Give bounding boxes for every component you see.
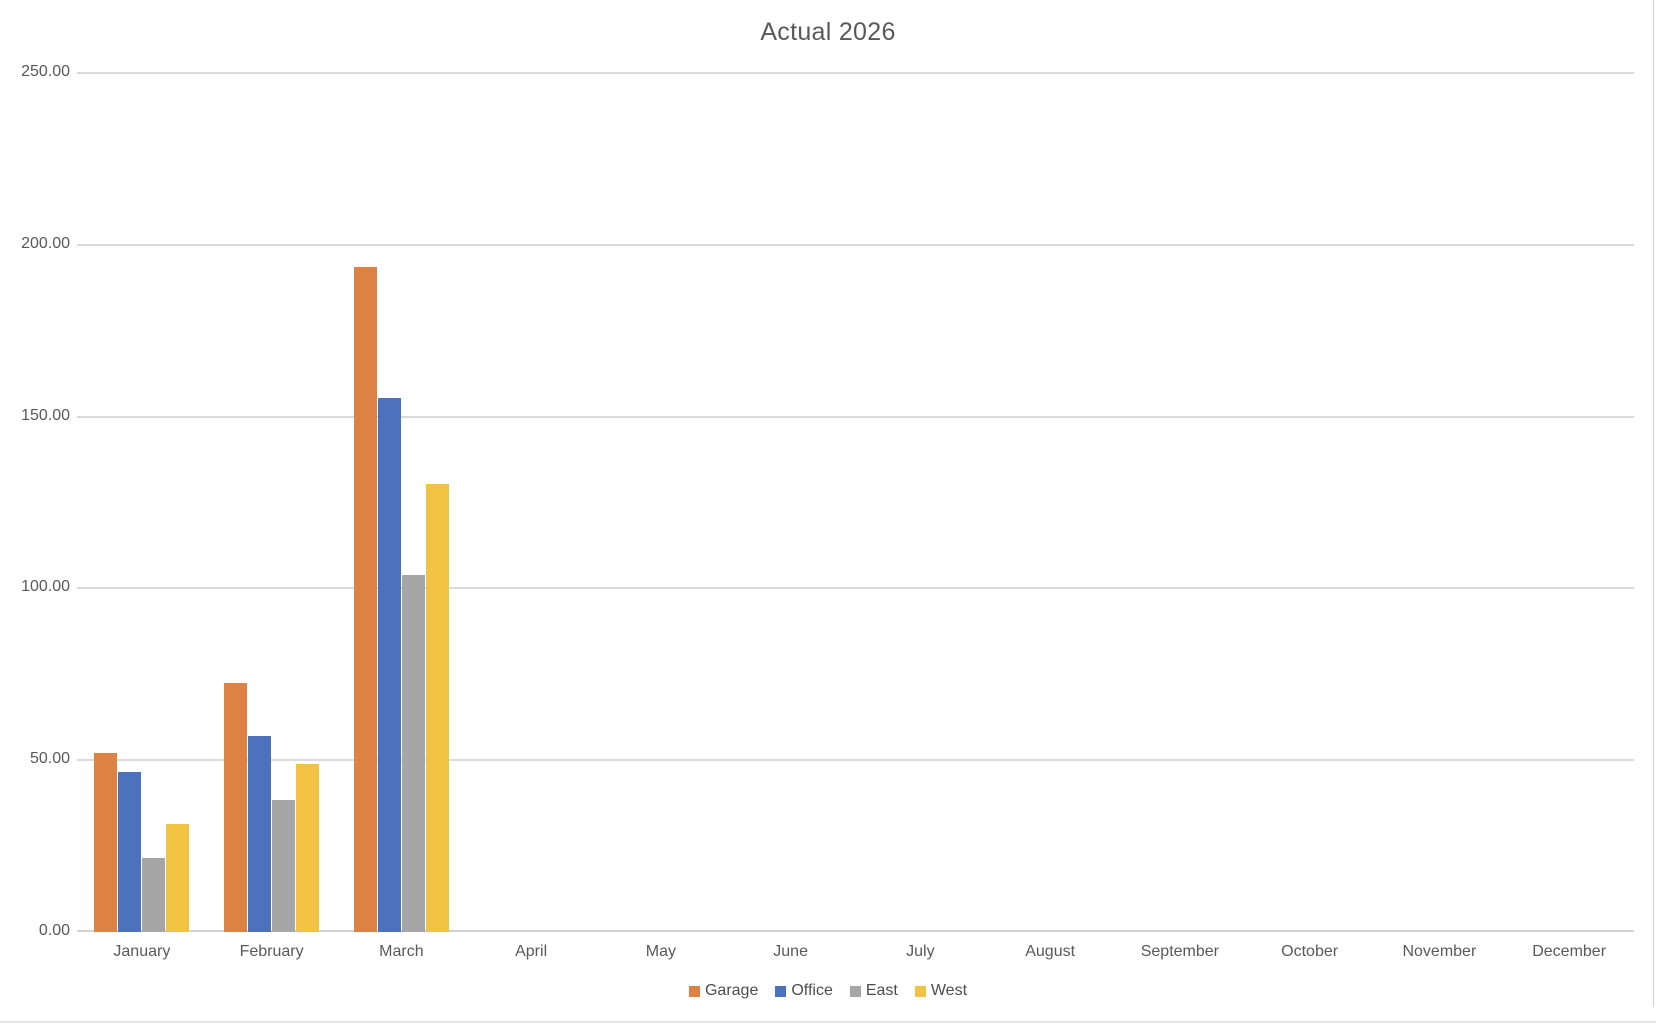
x-axis-label: May <box>645 943 676 960</box>
bar-office-february[interactable] <box>248 736 272 932</box>
x-axis-label: June <box>773 943 808 960</box>
chart-bottom-border-line <box>0 1021 1656 1023</box>
bar-west-february[interactable] <box>296 763 320 932</box>
bar-garage-january[interactable] <box>94 753 118 932</box>
x-axis-label: March <box>379 943 424 960</box>
y-axis-label: 50.00 <box>29 750 70 768</box>
legend-label: Office <box>791 982 833 999</box>
bar-east-march[interactable] <box>401 574 425 932</box>
legend-item-west[interactable]: West <box>914 982 968 1000</box>
gridline <box>77 759 1634 762</box>
y-axis-label: 150.00 <box>21 406 70 424</box>
legend-swatch-icon <box>775 985 787 997</box>
bar-garage-march[interactable] <box>353 267 377 932</box>
legend-label: East <box>865 982 898 999</box>
y-axis-label: 100.00 <box>21 578 70 596</box>
gridline <box>77 587 1634 590</box>
y-axis-label: 250.00 <box>21 63 70 80</box>
bar-east-february[interactable] <box>272 799 296 932</box>
chart-right-border-line <box>1653 0 1654 1007</box>
gridline <box>77 415 1634 418</box>
legend-label: West <box>930 982 968 999</box>
x-axis-label: July <box>906 943 935 960</box>
y-axis: 0.00 50.00 100.00 150.00 200.00 250.00 <box>0 63 70 939</box>
legend-label: Garage <box>704 982 759 999</box>
x-axis-label: December <box>1532 943 1607 960</box>
gridline <box>77 243 1634 246</box>
legend-item-east[interactable]: East <box>849 982 898 1000</box>
legend: Garage Office East West <box>0 982 1656 1000</box>
gridline <box>77 72 1634 74</box>
bar-east-january[interactable] <box>142 858 166 932</box>
y-axis-label: 200.00 <box>21 234 70 252</box>
legend-swatch-icon <box>849 985 861 997</box>
x-axis-label: September <box>1140 943 1219 960</box>
bar-garage-february[interactable] <box>224 682 248 932</box>
x-axis-label: November <box>1402 943 1477 960</box>
x-axis-label: February <box>239 943 304 960</box>
legend-swatch-icon <box>688 985 700 997</box>
x-axis-label: April <box>515 943 548 960</box>
legend-item-garage[interactable]: Garage <box>688 982 759 1000</box>
bar-west-january[interactable] <box>166 823 190 932</box>
x-axis-label: January <box>113 943 171 960</box>
bar-office-march[interactable] <box>377 397 401 932</box>
chart-title[interactable]: Actual 2026 <box>760 18 896 46</box>
legend-swatch-icon <box>914 985 926 997</box>
plot-area <box>77 72 1634 932</box>
x-axis: January February March April May June July Augu… <box>77 943 1634 965</box>
y-axis-label: 0.00 <box>38 922 70 939</box>
legend-item-office[interactable]: Office <box>775 982 833 1000</box>
x-axis-label: August <box>1025 943 1076 960</box>
x-axis-label: October <box>1281 943 1339 960</box>
x-axis-line <box>77 930 1634 932</box>
bar-west-march[interactable] <box>425 483 449 932</box>
bar-office-january[interactable] <box>118 772 142 932</box>
